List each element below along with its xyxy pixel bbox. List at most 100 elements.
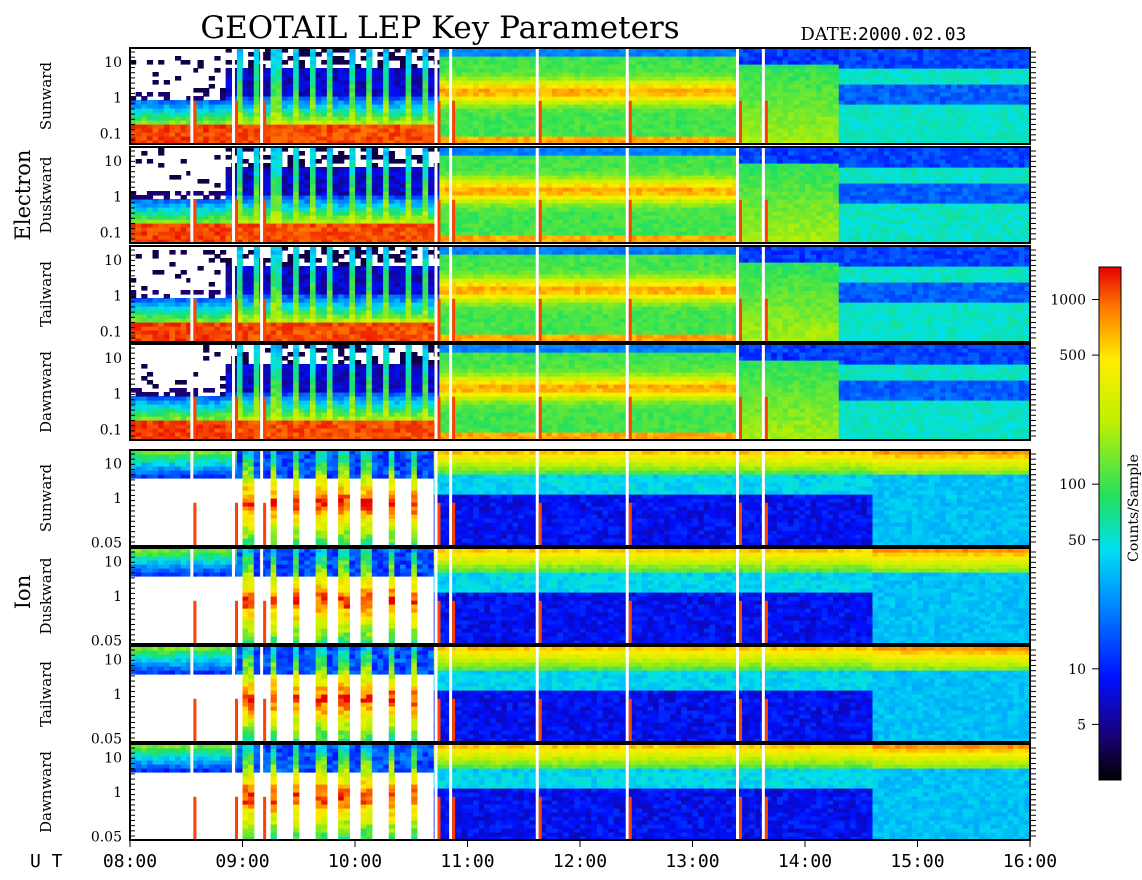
cell xyxy=(316,108,322,113)
cell xyxy=(648,100,654,105)
cell xyxy=(918,104,924,109)
cell xyxy=(597,56,603,61)
cell xyxy=(479,155,485,160)
cell xyxy=(929,60,935,65)
cell xyxy=(783,120,789,125)
cell xyxy=(558,120,564,125)
cell xyxy=(248,116,254,121)
cell xyxy=(805,132,811,137)
cell xyxy=(563,64,569,69)
cell xyxy=(709,116,715,121)
cell xyxy=(721,88,727,93)
cell xyxy=(181,116,187,121)
cell xyxy=(828,128,834,133)
cell xyxy=(518,116,524,121)
cell xyxy=(316,167,322,172)
cell xyxy=(659,64,665,69)
cell xyxy=(816,52,822,57)
cell xyxy=(254,108,260,113)
cell xyxy=(349,183,355,188)
cell xyxy=(147,132,153,137)
cell xyxy=(563,68,569,73)
cell xyxy=(580,128,586,133)
cell xyxy=(951,136,957,141)
cell xyxy=(158,163,164,168)
cell xyxy=(940,80,946,85)
cell xyxy=(288,227,294,232)
cell xyxy=(490,179,496,184)
cell xyxy=(963,68,969,73)
cell xyxy=(833,104,839,109)
cell xyxy=(822,88,828,93)
cell xyxy=(366,136,372,141)
cell xyxy=(361,203,367,208)
cell xyxy=(490,215,496,220)
cell xyxy=(799,112,805,117)
cell xyxy=(349,104,355,109)
cell xyxy=(614,96,620,101)
cell xyxy=(968,96,974,101)
cell xyxy=(698,128,704,133)
cell xyxy=(844,56,850,61)
cell xyxy=(276,207,282,212)
cell xyxy=(507,191,513,196)
cell xyxy=(940,100,946,105)
cell xyxy=(850,96,856,101)
cell xyxy=(591,68,597,73)
cell xyxy=(822,80,828,85)
cell xyxy=(417,175,423,180)
cell xyxy=(507,203,513,208)
cell xyxy=(214,207,220,212)
cell xyxy=(282,231,288,236)
cell xyxy=(906,116,912,121)
cell xyxy=(439,151,445,156)
cell xyxy=(653,92,659,97)
cell xyxy=(788,108,794,113)
cell xyxy=(423,231,429,236)
cell xyxy=(468,223,474,228)
cell xyxy=(344,72,350,77)
cell xyxy=(676,88,682,93)
cell xyxy=(518,128,524,133)
cell xyxy=(1019,64,1025,69)
cell xyxy=(709,60,715,65)
cell xyxy=(304,76,310,81)
cell xyxy=(912,112,918,117)
cell xyxy=(603,80,609,85)
cell xyxy=(799,56,805,61)
cell xyxy=(884,136,890,141)
cell xyxy=(484,159,490,164)
cell xyxy=(423,203,429,208)
cell xyxy=(304,215,310,220)
cell xyxy=(929,120,935,125)
cell xyxy=(141,116,147,121)
cell xyxy=(338,159,344,164)
cell xyxy=(456,211,462,216)
cell xyxy=(653,88,659,93)
cell xyxy=(479,64,485,69)
cell xyxy=(614,52,620,57)
cell xyxy=(333,203,339,208)
cell xyxy=(501,56,507,61)
cell xyxy=(423,88,429,93)
cell xyxy=(479,215,485,220)
cell xyxy=(158,227,164,232)
cell xyxy=(979,108,985,113)
cell xyxy=(428,116,434,121)
cell xyxy=(811,60,817,65)
cell xyxy=(473,68,479,73)
cell xyxy=(417,171,423,176)
cell xyxy=(394,116,400,121)
cell xyxy=(721,72,727,77)
cell xyxy=(490,219,496,224)
cell xyxy=(468,151,474,156)
cell xyxy=(676,128,682,133)
cell xyxy=(271,132,277,137)
cell xyxy=(906,72,912,77)
cell xyxy=(929,136,935,141)
cell xyxy=(676,92,682,97)
cell xyxy=(293,96,299,101)
cell xyxy=(991,56,997,61)
cell xyxy=(203,88,209,93)
cell xyxy=(693,52,699,57)
